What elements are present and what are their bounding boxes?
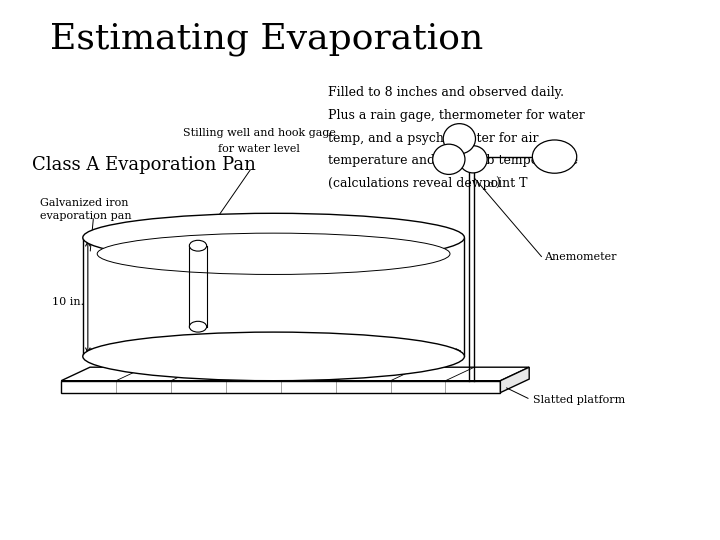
Ellipse shape bbox=[459, 146, 487, 173]
Text: Stilling well and hook gage: Stilling well and hook gage bbox=[183, 127, 336, 138]
Text: evaporation pan: evaporation pan bbox=[40, 211, 131, 221]
Text: D = 4 ft: D = 4 ft bbox=[248, 354, 299, 367]
Ellipse shape bbox=[189, 321, 207, 332]
Ellipse shape bbox=[97, 233, 450, 274]
Text: Anemometer: Anemometer bbox=[544, 252, 616, 261]
Text: Galvanized iron: Galvanized iron bbox=[40, 198, 128, 208]
Ellipse shape bbox=[83, 332, 464, 381]
Text: temperature and wet bulb temperature: temperature and wet bulb temperature bbox=[328, 154, 577, 167]
Text: ): ) bbox=[495, 177, 500, 190]
Ellipse shape bbox=[444, 124, 475, 154]
Polygon shape bbox=[61, 381, 500, 393]
Text: Slatted platform: Slatted platform bbox=[533, 395, 625, 404]
Text: 10 in.: 10 in. bbox=[52, 298, 84, 307]
Polygon shape bbox=[61, 367, 529, 381]
Ellipse shape bbox=[189, 240, 207, 251]
Text: temp, and a psychrometer for air: temp, and a psychrometer for air bbox=[328, 132, 538, 145]
Text: (calculations reveal dewpoint T: (calculations reveal dewpoint T bbox=[328, 177, 527, 190]
Text: for water level: for water level bbox=[218, 144, 300, 154]
Text: Plus a rain gage, thermometer for water: Plus a rain gage, thermometer for water bbox=[328, 109, 585, 122]
Ellipse shape bbox=[433, 144, 465, 174]
Ellipse shape bbox=[532, 140, 577, 173]
Polygon shape bbox=[500, 367, 529, 393]
Text: Filled to 8 inches and observed daily.: Filled to 8 inches and observed daily. bbox=[328, 86, 564, 99]
Ellipse shape bbox=[83, 213, 464, 262]
Text: Class A Evaporation Pan: Class A Evaporation Pan bbox=[32, 156, 256, 174]
Text: Estimating Evaporation: Estimating Evaporation bbox=[50, 22, 484, 56]
Text: d: d bbox=[487, 180, 494, 189]
